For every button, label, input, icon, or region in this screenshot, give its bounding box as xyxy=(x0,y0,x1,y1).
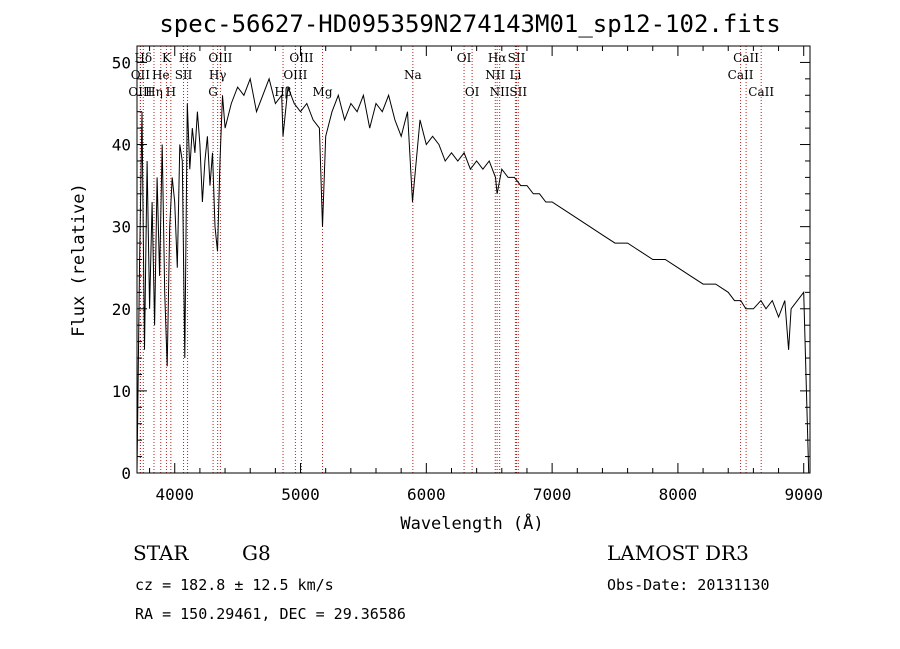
flux-series-line xyxy=(136,76,810,474)
line-marker-label: OIII xyxy=(128,85,152,99)
x-tick-label: 4000 xyxy=(155,485,194,504)
object-class: STAR xyxy=(133,541,189,565)
line-marker-label: OI xyxy=(465,85,480,99)
x-axis-ticks: 4000 5000 6000 7000 8000 9000 xyxy=(149,46,823,504)
y-axis-ticks: 0 10 20 30 40 50 xyxy=(112,53,810,483)
line-marker-label: Hδ xyxy=(179,51,197,65)
y-tick-label: 0 xyxy=(121,464,131,483)
line-marker-label: Mg xyxy=(313,85,333,99)
x-tick-label: 9000 xyxy=(784,485,823,504)
line-marker-labels: Hδ OII OIII K He Hη Hδ SII H OIII Hγ G OIII OIII Hβ Mg N… xyxy=(128,51,774,99)
line-marker-label: Li xyxy=(509,68,521,82)
line-marker-label: OII xyxy=(131,68,151,82)
line-marker-label: Hη xyxy=(145,85,163,99)
line-marker-label: SII xyxy=(175,68,193,82)
line-marker-label: OIII xyxy=(283,68,307,82)
line-marker-label: Hγ xyxy=(209,68,227,82)
line-marker-label: NII xyxy=(490,85,510,99)
redshift-cz: cz = 182.8 ± 12.5 km/s xyxy=(135,576,334,594)
line-marker-label: CaII xyxy=(728,68,754,82)
line-markers xyxy=(139,46,762,473)
line-marker-label: NII xyxy=(485,68,505,82)
line-marker-label: K xyxy=(162,51,172,65)
line-marker-label: CaII xyxy=(748,85,774,99)
line-marker-label: OI xyxy=(457,51,472,65)
y-tick-label: 40 xyxy=(112,136,131,155)
survey-name: LAMOST DR3 xyxy=(607,541,749,565)
x-tick-label: 8000 xyxy=(659,485,698,504)
line-marker-label: H xyxy=(166,85,176,99)
line-marker-label: CaII xyxy=(733,51,759,65)
line-marker-label: He xyxy=(152,68,170,82)
line-marker-label: OIII xyxy=(208,51,232,65)
y-axis-label: Flux (relative) xyxy=(69,183,89,337)
x-axis-label: Wavelength (Å) xyxy=(400,512,543,534)
x-tick-label: 7000 xyxy=(533,485,572,504)
chart-title: spec-56627-HD095359N274143M01_sp12-102.f… xyxy=(159,10,780,38)
line-marker-label: G xyxy=(208,85,218,99)
line-marker-label: OIII xyxy=(289,51,313,65)
plot-frame xyxy=(136,45,811,474)
y-tick-label: 30 xyxy=(112,218,131,237)
line-marker-label: Hα xyxy=(488,51,507,65)
y-tick-label: 50 xyxy=(112,53,131,72)
x-tick-label: 5000 xyxy=(281,485,320,504)
spectral-subclass: G8 xyxy=(242,541,271,565)
y-tick-label: 10 xyxy=(112,382,131,401)
y-tick-label: 20 xyxy=(112,300,131,319)
ra-dec-coordinates: RA = 150.29461, DEC = 29.36586 xyxy=(135,605,406,623)
line-marker-label: Hβ xyxy=(274,85,291,99)
line-marker-label: SII xyxy=(509,85,527,99)
line-marker-label: SII xyxy=(508,51,526,65)
line-marker-label: Hδ xyxy=(134,51,152,65)
line-marker-label: Na xyxy=(404,68,422,82)
x-tick-label: 6000 xyxy=(407,485,446,504)
observation-date: Obs-Date: 20131130 xyxy=(607,576,770,594)
